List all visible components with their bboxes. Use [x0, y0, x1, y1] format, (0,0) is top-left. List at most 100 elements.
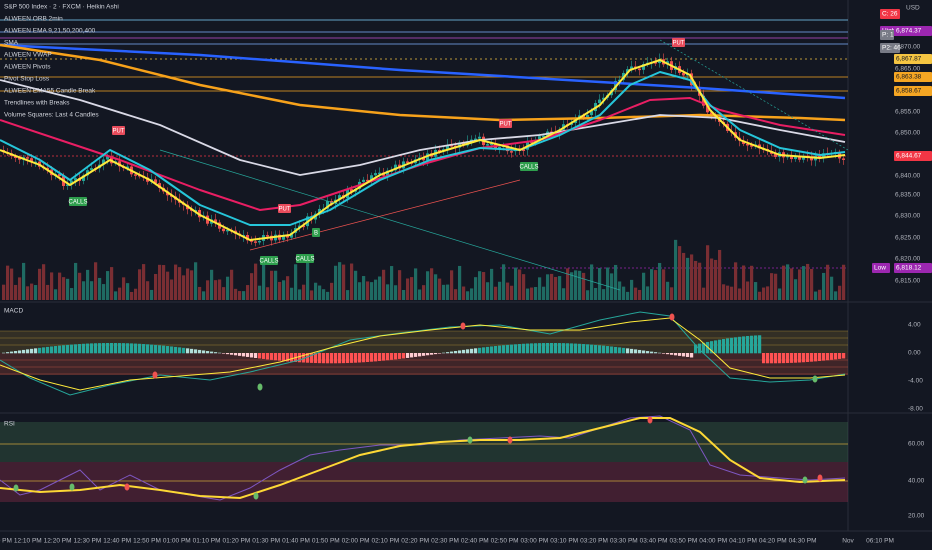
candle [586, 115, 589, 118]
macd-bar [554, 343, 558, 354]
time-label: 03:00 PM [520, 538, 548, 545]
volume-bar [578, 270, 582, 300]
macd-bar [626, 348, 630, 354]
macd-bar [118, 343, 122, 354]
macd-bar [358, 353, 362, 363]
macd-bar [218, 352, 222, 354]
macd-bar [278, 353, 282, 361]
volume-bar [170, 279, 174, 300]
volume-bar [306, 262, 310, 300]
candle [602, 97, 605, 100]
indicator-legend: ALWEEN VWAP [4, 52, 52, 59]
candle [478, 136, 481, 139]
volume-bar [194, 262, 198, 300]
candle [750, 145, 753, 147]
volume-bar [14, 284, 18, 300]
time-label: 01:50 PM [312, 538, 340, 545]
macd-bar [402, 353, 406, 359]
candle [134, 174, 137, 176]
volume-bar [110, 267, 114, 300]
volume-bar [38, 268, 42, 300]
candle [422, 157, 425, 161]
volume-bar [410, 277, 414, 300]
time-label: 01:00 PM [163, 538, 191, 545]
candle [654, 62, 657, 64]
macd-bar [238, 353, 242, 356]
price-tag: 6,844.67 [896, 153, 922, 160]
volume-bar [426, 271, 430, 300]
volume-bar [746, 281, 750, 300]
macd-bar [494, 346, 498, 354]
price-tag-bg [894, 86, 932, 96]
macd-bar [682, 353, 686, 357]
candle [302, 225, 305, 228]
time-label: 01:30 PM [252, 538, 280, 545]
macd-bar [398, 353, 402, 359]
volume-bar [466, 291, 470, 300]
macd-bar [522, 343, 526, 354]
volume-bar [318, 285, 322, 300]
macd-bar [630, 348, 634, 354]
price-tag: 6,858.67 [896, 88, 922, 95]
macd-bar [150, 344, 154, 354]
signal-label: CALLS [68, 199, 87, 205]
candle [266, 235, 269, 237]
volume-bar [342, 264, 346, 300]
candle [794, 156, 797, 160]
macd-bar [610, 346, 614, 354]
macd-bar [606, 346, 610, 354]
macd-bar [642, 350, 646, 354]
time-label: 12:00 PM [0, 538, 12, 545]
time-label: 01:20 PM [222, 538, 250, 545]
macd-bar [758, 335, 762, 354]
macd-bar [162, 345, 166, 354]
price-label: 6,830.00 [895, 213, 921, 220]
candle [374, 173, 377, 176]
volume-bar [822, 272, 826, 300]
volume-bar [818, 289, 822, 300]
volume-bar [610, 273, 614, 300]
time-label: 12:20 PM [44, 538, 72, 545]
volume-bar [54, 289, 58, 300]
cross-dot [669, 313, 675, 321]
candle [506, 145, 509, 152]
price-tag-bg [894, 54, 932, 64]
volume-bar [422, 285, 426, 300]
volume-bar [78, 272, 82, 300]
volume-bar [346, 290, 350, 300]
macd-bar [194, 349, 198, 354]
candle [542, 135, 545, 138]
volume-bar [242, 291, 246, 300]
macd-bar [58, 345, 62, 354]
macd-bar [242, 353, 246, 357]
macd-bar [30, 348, 34, 354]
macd-bar [822, 353, 826, 361]
macd-bar [490, 346, 494, 354]
macd-bar [314, 353, 318, 364]
macd-histogram [2, 335, 846, 364]
macd-bar [50, 346, 54, 354]
macd-bar [718, 339, 722, 354]
volume-bar [782, 265, 786, 300]
macd-bar [778, 353, 782, 364]
cross-dot [647, 416, 653, 424]
volume-bar [278, 281, 282, 300]
low-label: Low [874, 265, 886, 272]
volume-bar [434, 274, 438, 300]
volume-bar [394, 285, 398, 300]
signal-label: PUT [113, 128, 125, 134]
volume-bar [786, 264, 790, 300]
volume-bar [122, 277, 126, 300]
macd-bar [222, 353, 226, 354]
macd-bar [138, 343, 142, 354]
volume-bar [214, 280, 218, 300]
candle [26, 157, 29, 159]
volume-bar [294, 264, 298, 300]
macd-bar [474, 348, 478, 354]
volume-bar [718, 249, 722, 300]
price-label: 6,850.00 [895, 130, 921, 137]
volume-bar [258, 285, 262, 300]
candle [818, 155, 821, 158]
